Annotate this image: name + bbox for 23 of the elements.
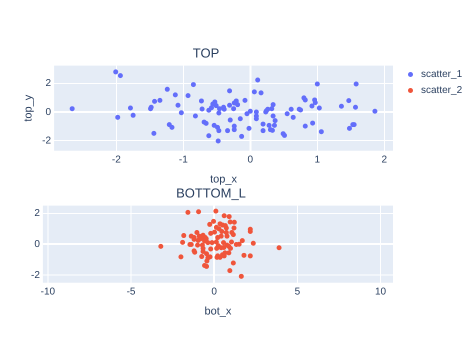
x-tick-label: 0 <box>211 286 218 298</box>
x-tick-label: -5 <box>126 286 136 298</box>
y-tick-label: 0 <box>46 106 52 118</box>
x-tick-label: 0 <box>248 154 254 166</box>
y-tick-label: 0 <box>34 238 40 250</box>
legend-label: scatter_1 <box>421 68 462 80</box>
chart-title: TOP <box>192 45 220 60</box>
x-tick-label: 2 <box>382 154 388 166</box>
legend-label: scatter_2 <box>421 84 462 96</box>
x-tick-label: 5 <box>294 286 301 298</box>
x-tick-label: 10 <box>374 286 387 298</box>
x-tick-label: -1 <box>178 154 188 166</box>
chart-title: BOTTOM_L <box>176 185 246 200</box>
x-tick-label: -2 <box>112 154 122 166</box>
y-tick-label: -2 <box>42 135 52 146</box>
y-tick-label: 2 <box>34 208 40 220</box>
y-axis-title: top_y <box>22 94 35 122</box>
x-tick-label: 1 <box>314 154 321 166</box>
y-tick-label: -2 <box>30 270 40 281</box>
x-axis-title: top_x <box>210 173 238 186</box>
x-axis-title: bot_x <box>204 305 232 318</box>
y-tick-label: 2 <box>46 78 52 90</box>
x-tick-label: -10 <box>40 286 56 298</box>
